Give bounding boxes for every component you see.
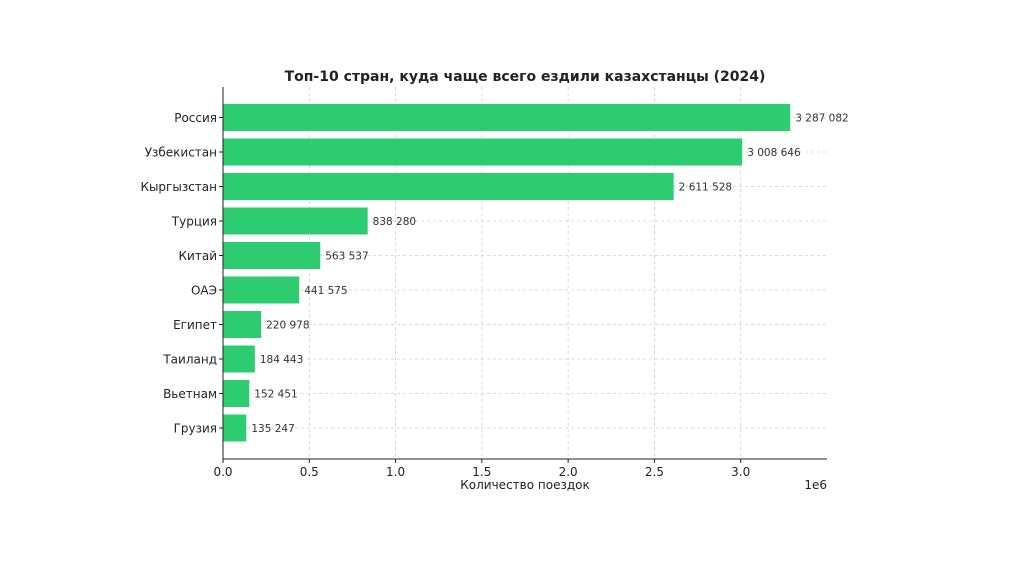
bar-value-label: 838 280	[373, 216, 416, 228]
bar-value-label: 563 537	[325, 251, 368, 263]
bar	[223, 138, 743, 166]
x-tick-label: 0.5	[300, 465, 319, 479]
labels: 3 287 082 Россия 3 008 646 Узбекистан 2 611 …	[140, 111, 848, 479]
bar-value-label: 152 451	[254, 389, 297, 401]
bar	[223, 242, 321, 269]
x-tick-label: 1.5	[472, 465, 491, 479]
bar-value-label: 441 575	[304, 285, 347, 297]
bar	[223, 207, 368, 235]
category-label: ОАЭ	[191, 284, 217, 298]
bar	[223, 104, 791, 131]
category-label: Таиланд	[162, 353, 217, 367]
x-tick-label: 0.0	[213, 465, 232, 479]
bar-value-label: 184 443	[260, 354, 303, 366]
axes	[222, 87, 827, 460]
x-tick-label: 3.0	[731, 465, 750, 479]
bar	[223, 311, 262, 338]
category-label: Грузия	[174, 422, 217, 436]
category-label: Вьетнам	[163, 387, 217, 401]
bar	[223, 414, 247, 442]
chart-title: Топ-10 стран, куда чаще всего ездили каз…	[285, 69, 766, 85]
bar-value-label: 135 247	[251, 423, 294, 435]
category-label: Россия	[174, 111, 217, 125]
x-tick-label: 2.5	[645, 465, 664, 479]
bar-value-label: 3 008 646	[747, 147, 801, 159]
category-label: Кыргызстан	[140, 180, 217, 194]
bar	[223, 276, 300, 304]
bar	[223, 345, 255, 373]
bar	[223, 173, 674, 200]
category-label: Узбекистан	[145, 146, 217, 160]
x-scale-label: 1e6	[804, 478, 827, 492]
x-axis-label: Количество поездок	[460, 478, 589, 492]
bar-value-label: 3 287 082	[795, 113, 848, 125]
x-tick-label: 2.0	[559, 465, 578, 479]
category-label: Китай	[179, 249, 217, 263]
bar-value-label: 220 978	[266, 320, 309, 332]
category-label: Египет	[173, 318, 217, 332]
bar-value-label: 2 611 528	[679, 182, 732, 194]
bar	[223, 380, 250, 407]
x-tick-label: 1.0	[386, 465, 405, 479]
category-label: Турция	[171, 215, 217, 229]
bars	[223, 104, 791, 442]
